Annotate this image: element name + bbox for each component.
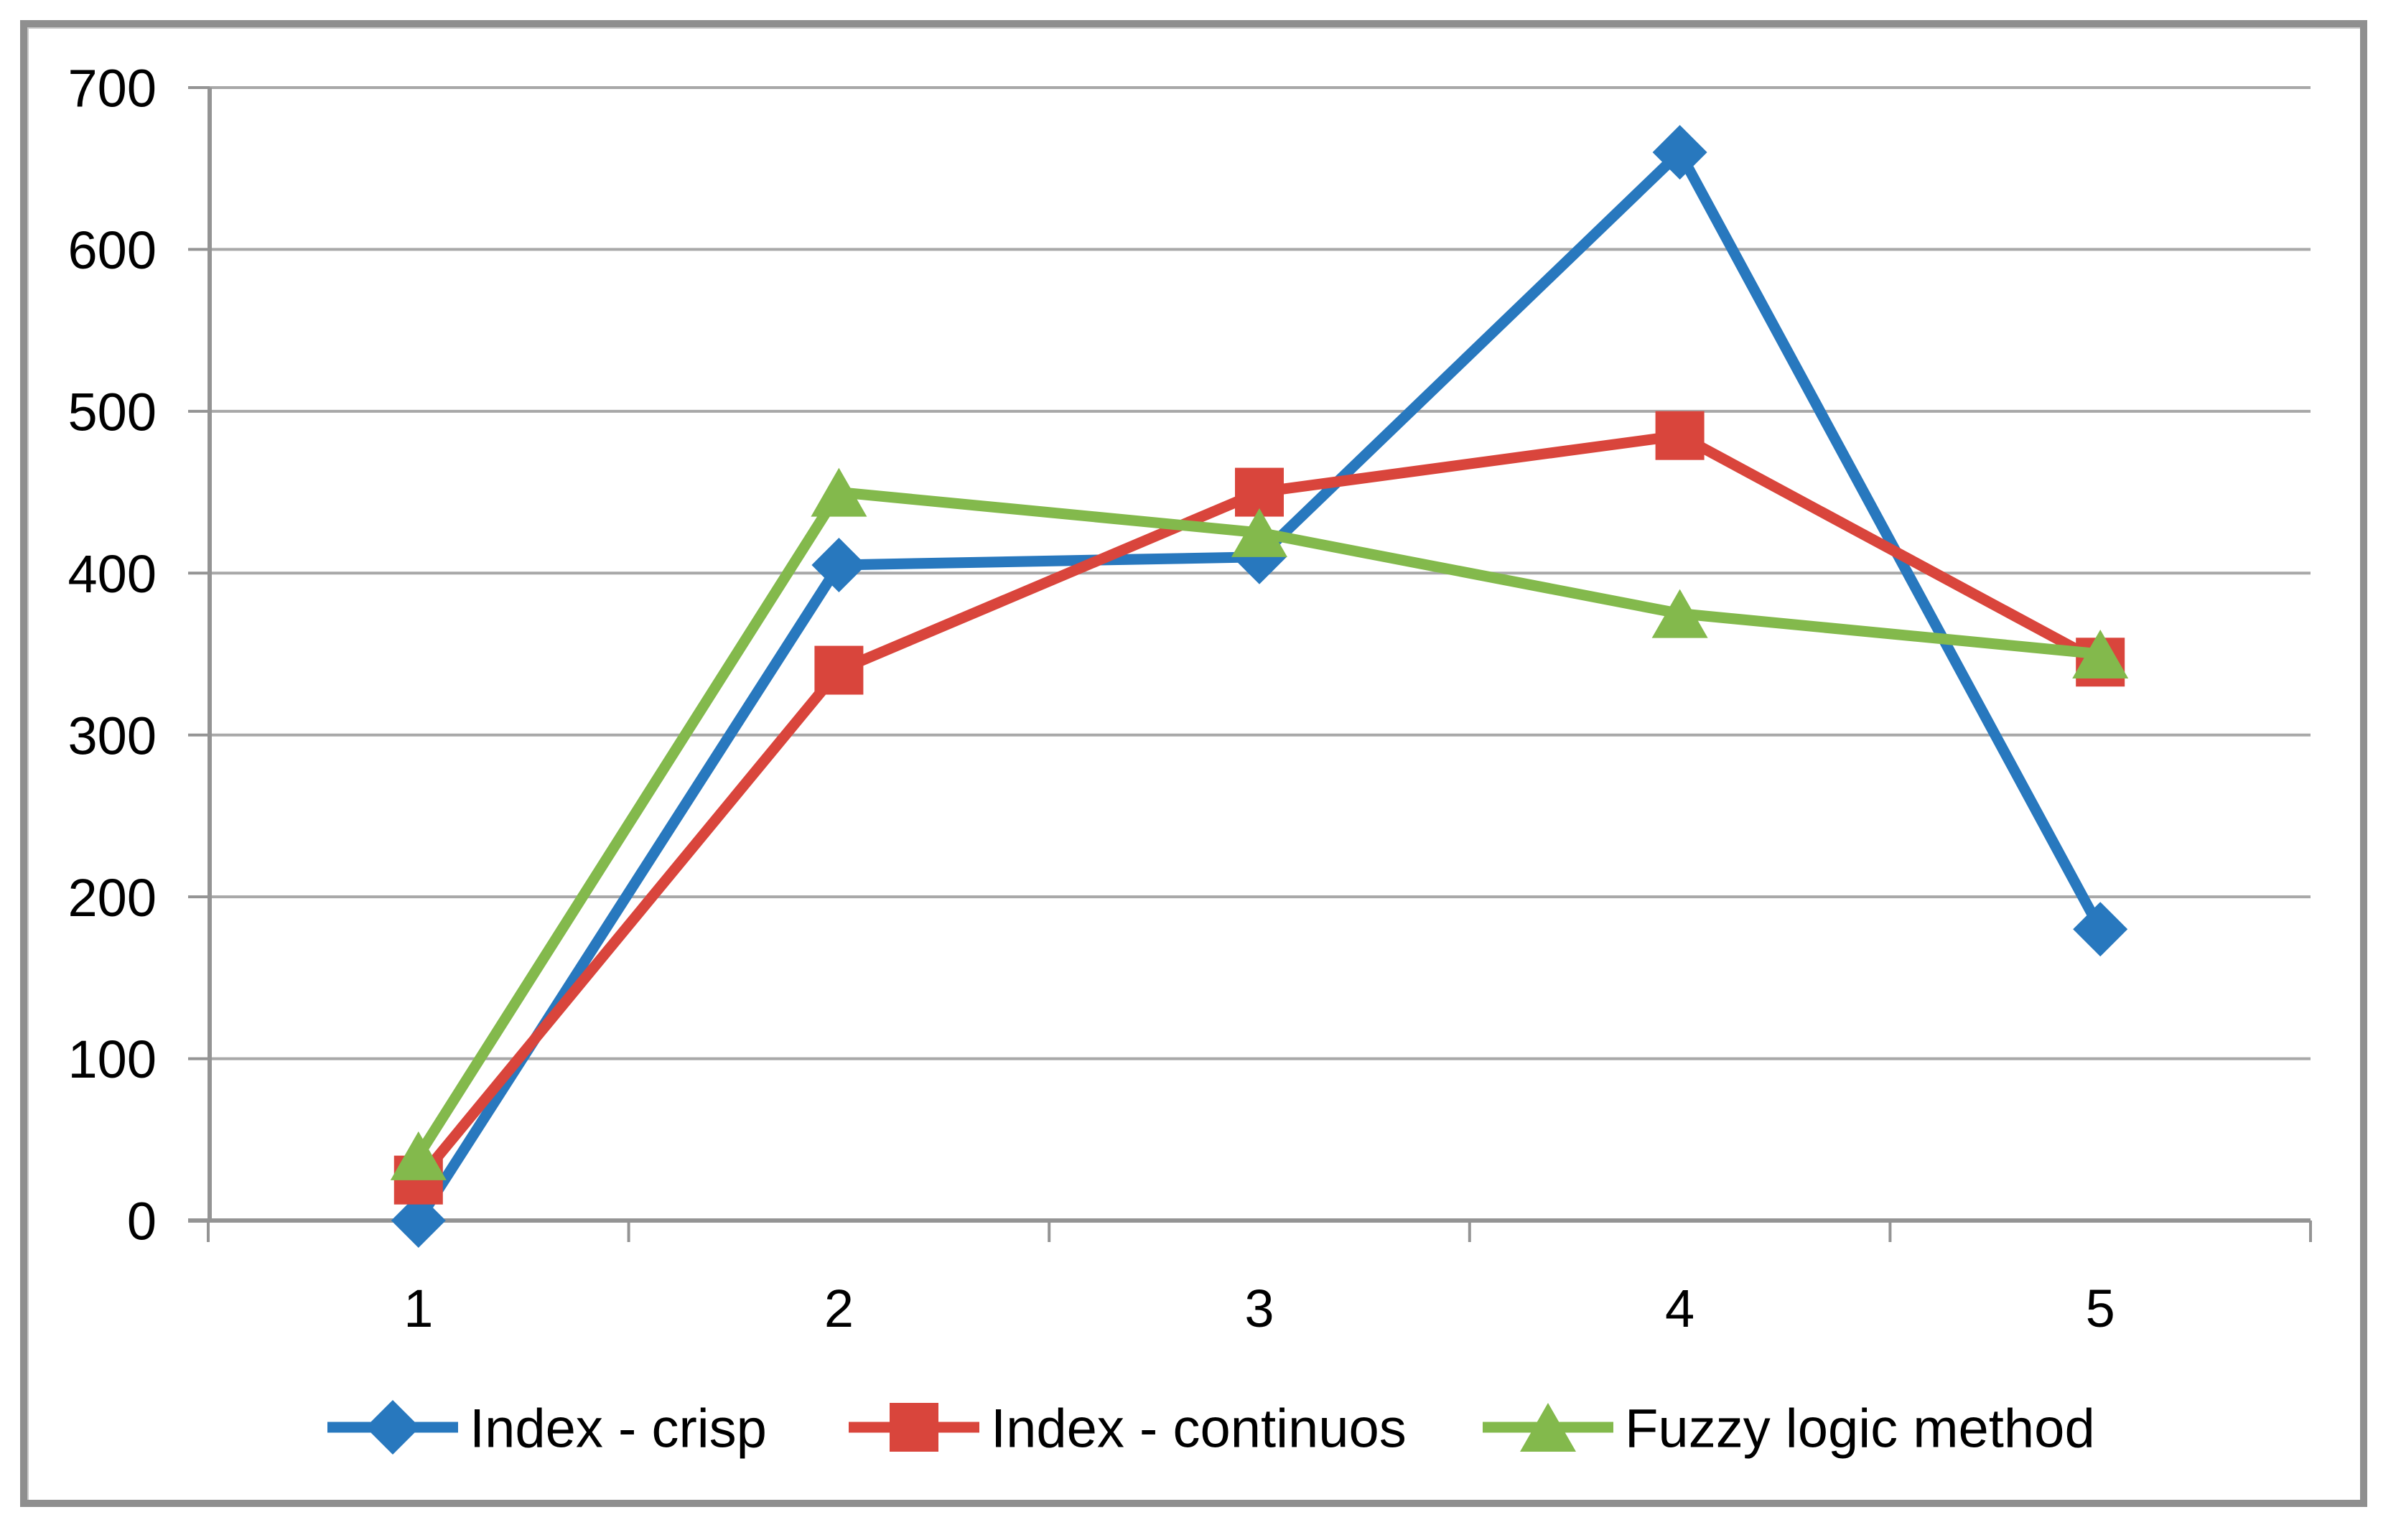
legend: Index - crisp Index - continuos Fuzzy logi…	[327, 1398, 2095, 1459]
legend-label-index-crisp: Index - crisp	[470, 1398, 767, 1459]
diamond-marker-index-crisp-point-1	[391, 1193, 446, 1248]
legend-item-index-continuos: Index - continuos	[849, 1398, 1407, 1459]
triangle-marker-fuzzy-logic-method-point-5	[2072, 630, 2129, 678]
y-axis-label-200: 200	[68, 868, 157, 928]
y-axis-label-300: 300	[68, 706, 157, 765]
x-axis-label-2: 2	[824, 1279, 854, 1338]
triangle-icon	[1520, 1403, 1576, 1452]
diamond-marker-index-crisp-point-5	[2073, 902, 2128, 957]
gridlines	[210, 86, 2311, 1060]
square-marker-index-continuos-point-4	[1655, 411, 1705, 460]
x-axis-label-4: 4	[1665, 1279, 1694, 1338]
legend-item-index-crisp: Index - crisp	[327, 1398, 767, 1459]
triangle-marker-fuzzy-logic-method-point-3	[1231, 508, 1287, 557]
x-axis-label-1: 1	[404, 1279, 433, 1338]
triangle-marker-fuzzy-logic-method-point-4	[1651, 589, 1708, 638]
y-axis-label-0: 0	[127, 1192, 157, 1251]
chart-frame	[20, 20, 2367, 1507]
diamond-marker-index-crisp-point-4	[1652, 125, 1707, 180]
legend-label-fuzzy-logic-method: Fuzzy logic method	[1625, 1398, 2095, 1459]
triangle-marker-fuzzy-logic-method-point-2	[811, 467, 867, 517]
y-axis-label-500: 500	[68, 382, 157, 442]
triangle-marker-fuzzy-logic-method-point-1	[390, 1131, 447, 1180]
y-axis-label-700: 700	[68, 59, 157, 118]
series-fuzzy-logic-method	[390, 467, 2129, 1180]
axis-labels: 0 100 200 300 400 500 600 700 1 2 3 4 5	[68, 59, 2115, 1338]
square-icon	[890, 1403, 938, 1452]
legend-label-index-continuos: Index - continuos	[991, 1398, 1407, 1459]
square-marker-index-continuos-point-2	[814, 645, 864, 695]
series-line-index-crisp	[413, 146, 2106, 1226]
series-index-crisp	[391, 125, 2128, 1248]
x-axis-label-5: 5	[2086, 1279, 2115, 1338]
axes	[188, 86, 2312, 1242]
legend-item-fuzzy-logic-method: Fuzzy logic method	[1483, 1398, 2095, 1459]
diamond-marker-index-crisp-point-2	[811, 538, 867, 593]
x-axis-label-3: 3	[1244, 1279, 1274, 1338]
y-axis-label-400: 400	[68, 544, 157, 604]
y-axis-label-100: 100	[68, 1030, 157, 1089]
diamond-icon	[365, 1400, 420, 1455]
y-axis-label-600: 600	[68, 220, 157, 280]
